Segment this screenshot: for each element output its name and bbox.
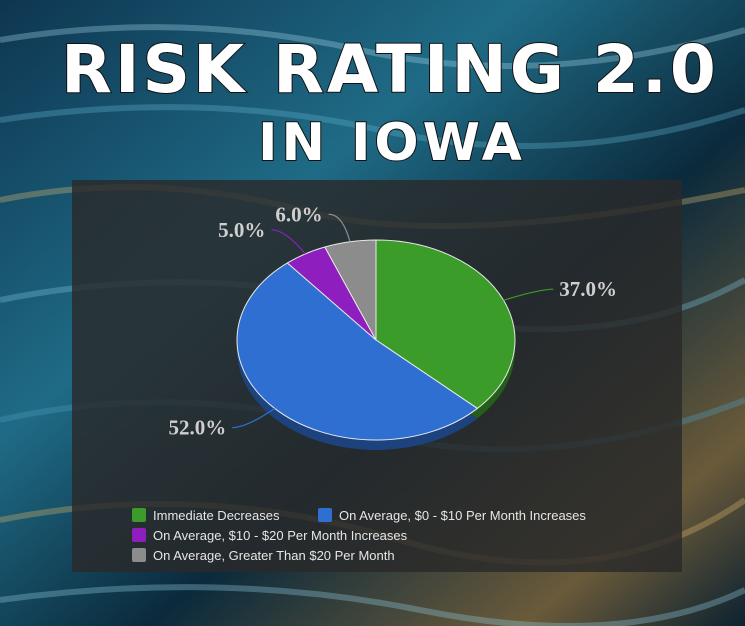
leader-line <box>503 288 554 301</box>
legend: Immediate Decreases On Average, $0 - $10 … <box>132 508 586 563</box>
chart-title: RISK RATING 2.0 <box>61 31 719 108</box>
value-label: 6.0% <box>275 202 322 226</box>
legend-label: On Average, $0 - $10 Per Month Increases <box>339 508 586 523</box>
legend-swatch <box>318 508 332 522</box>
chart-subtitle: IN IOWA <box>258 113 526 173</box>
legend-swatch <box>132 508 146 522</box>
legend-label: On Average, Greater Than $20 Per Month <box>153 548 395 563</box>
legend-swatch <box>132 548 146 562</box>
leader-line <box>328 213 351 242</box>
legend-swatch <box>132 528 146 542</box>
leader-line <box>232 407 276 429</box>
pie: 37.0% 52.0% 5.0% 6.0% <box>169 202 617 451</box>
value-label: 5.0% <box>218 218 265 242</box>
legend-label: On Average, $10 - $20 Per Month Increase… <box>153 528 408 543</box>
value-label: 52.0% <box>169 416 227 440</box>
slice <box>236 262 479 441</box>
slice <box>375 239 516 410</box>
legend-label: Immediate Decreases <box>153 508 280 523</box>
value-label: 37.0% <box>559 277 617 301</box>
leader-line <box>271 229 306 255</box>
